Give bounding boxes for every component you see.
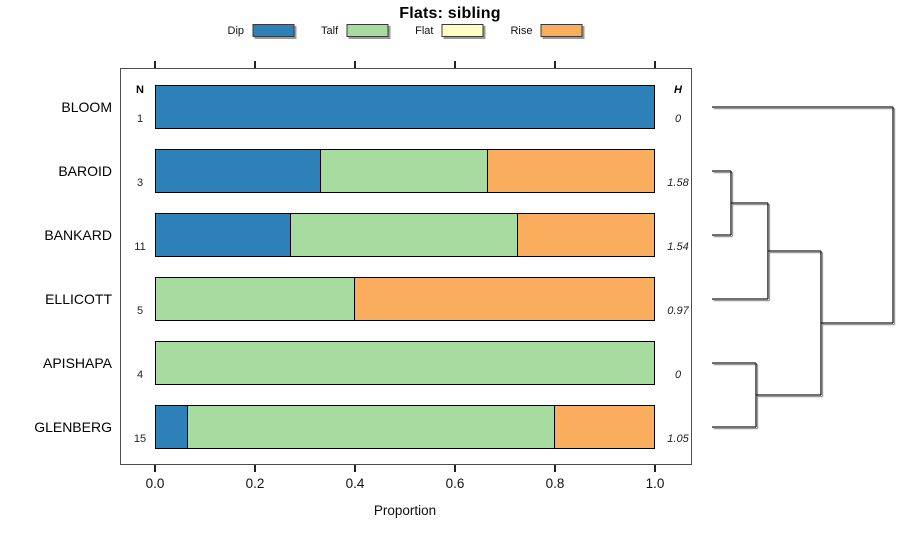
n-value: 11 [134, 241, 146, 253]
cluster-dendrogram [712, 106, 896, 430]
bar-segment-talf [155, 341, 655, 385]
axis-tick-bottom [154, 465, 156, 472]
bar-segment-rise [486, 149, 655, 193]
legend-swatch-talf [346, 24, 389, 37]
legend-item-rise: Rise [510, 24, 583, 37]
axis-tick-bottom [354, 465, 356, 472]
axis-tick-bottom [554, 465, 556, 472]
axis-tick-label: 1.0 [645, 476, 665, 491]
h-column-header: H [674, 84, 682, 96]
legend-item-talf: Talf [321, 24, 389, 37]
bar-segment-rise [517, 213, 655, 257]
bar-segment-dip [155, 85, 655, 129]
n-value: 5 [136, 305, 144, 317]
axis-tick-top [454, 61, 456, 68]
axis-tick-bottom [654, 465, 656, 472]
axis-tick-bottom [254, 465, 256, 472]
x-axis-title: Proportion [373, 503, 437, 518]
plot-area [120, 68, 692, 465]
bar-segment-dip [155, 405, 189, 449]
legend-swatch-rise [540, 24, 583, 37]
n-value: 4 [136, 369, 144, 381]
n-value: 15 [133, 433, 147, 445]
h-value: 1.58 [667, 177, 689, 189]
row-label-ellicott: ELLICOTT [45, 291, 112, 307]
row-label-glenberg: GLENBERG [34, 419, 112, 435]
legend-item-dip: Dip [228, 24, 295, 37]
row-label-bloom: BLOOM [61, 99, 112, 115]
bar-segment-talf [289, 213, 519, 257]
bar-segment-dip [155, 149, 322, 193]
h-value: 0 [674, 369, 682, 381]
bar-segment-dip [155, 213, 292, 257]
bar-segment-talf [155, 277, 355, 321]
legend-swatch-flat [441, 24, 484, 37]
axis-tick-top [254, 61, 256, 68]
bar-segment-rise [553, 405, 655, 449]
h-value: 0.97 [667, 305, 689, 317]
bar-segment-talf [320, 149, 489, 193]
axis-tick-top [354, 61, 356, 68]
legend-swatch-dip [252, 24, 295, 37]
n-column-header: N [136, 84, 144, 96]
legend-label: Talf [321, 24, 339, 37]
legend-label: Dip [227, 24, 245, 37]
row-label-apishapa: APISHAPA [43, 355, 112, 371]
axis-tick-top [154, 61, 156, 68]
h-value: 0 [674, 113, 682, 125]
n-value: 1 [136, 113, 144, 125]
axis-tick-label: 0.2 [245, 476, 265, 491]
row-label-baroid: BAROID [58, 163, 112, 179]
bar-segment-talf [186, 405, 555, 449]
legend-label: Rise [510, 24, 533, 37]
legend-label: Flat [415, 24, 434, 37]
axis-tick-label: 0.4 [345, 476, 365, 491]
axis-tick-label: 0.6 [445, 476, 465, 491]
axis-tick-label: 0.8 [545, 476, 565, 491]
n-value: 3 [136, 177, 144, 189]
row-label-bankard: BANKARD [44, 227, 112, 243]
h-value: 1.05 [667, 433, 689, 445]
axis-tick-top [654, 61, 656, 68]
legend-item-flat: Flat [415, 24, 484, 37]
chart-title: Flats: sibling [399, 5, 501, 22]
legend: Dip Talf Flat Rise [228, 24, 583, 37]
axis-tick-label: 0.0 [145, 476, 165, 491]
bar-segment-rise [353, 277, 655, 321]
axis-tick-bottom [454, 465, 456, 472]
h-value: 1.54 [667, 241, 689, 253]
axis-tick-top [554, 61, 556, 68]
